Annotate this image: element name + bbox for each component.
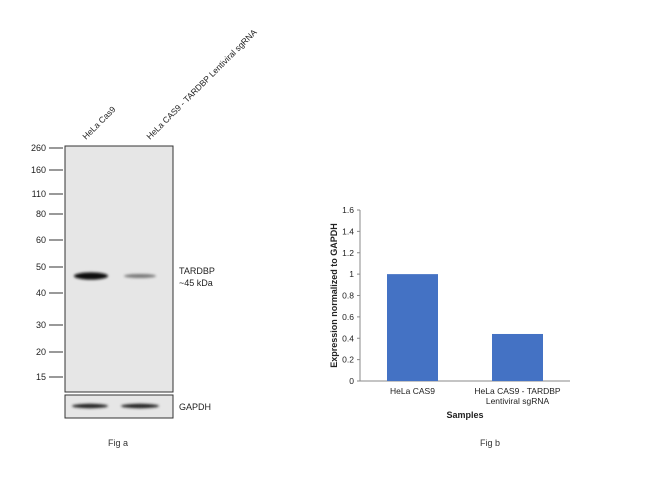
tardbp-band-lane-2 bbox=[124, 274, 156, 278]
y-tick-label: 1.2 bbox=[342, 248, 354, 258]
bar bbox=[492, 333, 543, 381]
marker-label: 50 bbox=[36, 262, 46, 272]
marker-label: 20 bbox=[36, 347, 46, 357]
marker-label: 160 bbox=[31, 165, 46, 175]
target-size-label: ~45 kDa bbox=[179, 278, 213, 288]
y-tick-group: 0 0.2 0.4 0.6 0.8 1 1.2 1.4 1.6 bbox=[342, 205, 360, 386]
marker-label: 40 bbox=[36, 288, 46, 298]
x-axis-label: Samples bbox=[446, 410, 483, 420]
marker-label: 30 bbox=[36, 320, 46, 330]
gapdh-label: GAPDH bbox=[179, 402, 211, 412]
y-tick-label: 1.4 bbox=[342, 226, 354, 236]
tardbp-band-lane-1 bbox=[74, 272, 108, 280]
western-blot-figure: HeLa Cas9 HeLa CAS9 - TARDBP Lentiviral … bbox=[31, 27, 259, 419]
marker-label: 60 bbox=[36, 235, 46, 245]
marker-label: 80 bbox=[36, 209, 46, 219]
x-category-label: HeLa CAS9 bbox=[390, 386, 435, 396]
target-label: TARDBP bbox=[179, 266, 215, 276]
gapdh-panel bbox=[64, 394, 174, 419]
fig-a-caption: Fig a bbox=[108, 438, 129, 448]
lane-label-1: HeLa Cas9 bbox=[80, 104, 117, 141]
marker-label: 15 bbox=[36, 372, 46, 382]
y-axis-label: Expression normalized to GAPDH bbox=[329, 223, 339, 368]
y-tick-label: 0.4 bbox=[342, 333, 354, 343]
blot-panel bbox=[64, 145, 174, 393]
marker-ladder: 260 160 110 80 60 50 40 30 20 15 bbox=[31, 143, 63, 382]
gapdh-band-lane-1 bbox=[72, 403, 108, 409]
y-tick-label: 1.6 bbox=[342, 205, 354, 215]
x-category-label: Lentiviral sgRNA bbox=[486, 396, 550, 406]
y-tick-label: 0.2 bbox=[342, 355, 354, 365]
y-tick-label: 0 bbox=[349, 376, 354, 386]
bar bbox=[387, 274, 438, 381]
y-tick-label: 0.8 bbox=[342, 291, 354, 301]
y-tick-label: 1 bbox=[349, 269, 354, 279]
y-tick-label: 0.6 bbox=[342, 312, 354, 322]
lane-label-2: HeLa CAS9 - TARDBP Lentiviral sgRNA bbox=[144, 27, 259, 142]
bar-group bbox=[387, 274, 543, 381]
expression-bar-chart: 00.20.40.60.811.21.41.6 HeLa CAS9 HeLa CA… bbox=[329, 205, 570, 420]
x-category-label: HeLa CAS9 - TARDBP bbox=[474, 386, 560, 396]
marker-label: 260 bbox=[31, 143, 46, 153]
fig-b-caption: Fig b bbox=[480, 438, 501, 448]
gapdh-band-lane-2 bbox=[121, 403, 159, 409]
marker-label: 110 bbox=[32, 189, 46, 199]
